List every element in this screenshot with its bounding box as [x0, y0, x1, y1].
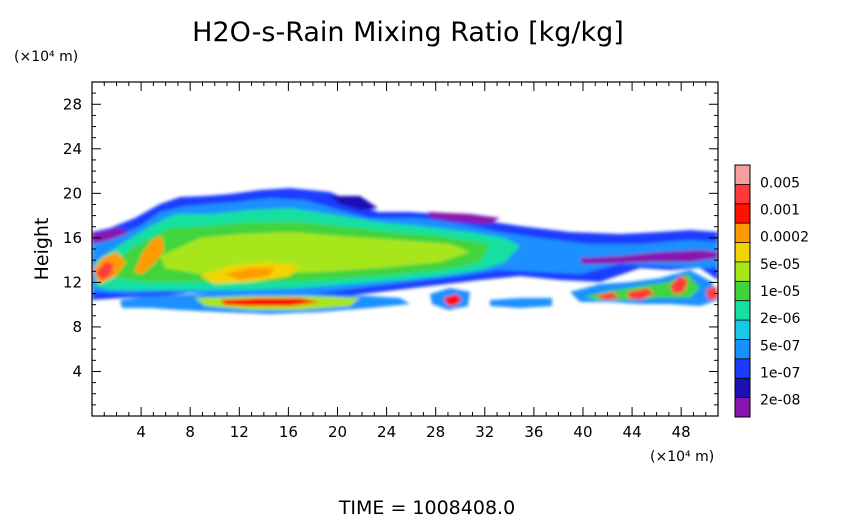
colorbar-label: 2e-06: [760, 311, 800, 327]
colorbar-label: 2e-08: [760, 393, 800, 409]
colorbar: 0.005 0.001 0.0002 5e-05 1e-05 2e-06 5e-07 1e-0…: [734, 164, 809, 418]
colorbar-swatch: [735, 223, 750, 244]
y-axis-unit: (×10⁴ m): [14, 49, 78, 65]
field-blob-red: [595, 292, 620, 300]
colorbar-label: 5e-05: [760, 257, 800, 273]
colorbar-swatch: [735, 397, 750, 418]
field-blob-red: [628, 288, 654, 300]
field-anvil-2e-08: [580, 250, 718, 264]
chart-title: H2O-s-Rain Mixing Ratio [kg/kg]: [192, 17, 624, 48]
time-footer: TIME = 1008408.0: [338, 497, 515, 519]
field-blob-red: [444, 294, 462, 306]
rain-mixing-ratio-field: [92, 188, 718, 314]
colorbar-swatch: [735, 203, 750, 224]
colorbar-label: 0.005: [760, 175, 800, 191]
x-tick-label: 4: [136, 423, 146, 441]
field-anvil-2e-08: [330, 196, 378, 210]
field-anvil-2e-08: [92, 228, 130, 244]
field-core-orange: [134, 236, 164, 274]
field-blob: [490, 298, 552, 308]
colorbar-swatch: [735, 184, 750, 205]
x-tick-label: 20: [328, 423, 347, 441]
y-tick-label: 4: [72, 362, 82, 380]
colorbar-swatch: [735, 320, 750, 340]
colorbar-label: 5e-07: [760, 338, 800, 354]
x-tick-label: 32: [475, 423, 494, 441]
y-tick-label: 16: [63, 229, 82, 247]
x-tick-label: 48: [672, 423, 691, 441]
x-tick-label: 28: [426, 423, 445, 441]
y-tick-label: 20: [63, 184, 82, 202]
x-tick-label: 36: [524, 423, 543, 441]
y-tick-label: 28: [63, 95, 82, 113]
colorbar-swatch: [735, 300, 750, 321]
y-tick-label: 8: [72, 318, 82, 336]
x-axis: 4 8 12 16 20 24 28 32 36 40 44 48: [103, 82, 719, 441]
colorbar-label: 0.0002: [760, 230, 809, 246]
x-tick-label: 12: [230, 423, 249, 441]
colorbar-swatch: [735, 261, 750, 282]
colorbar-swatch: [735, 242, 750, 263]
colorbar-label: 0.001: [760, 203, 800, 219]
field-blob-red: [670, 276, 688, 294]
y-tick-label: 24: [63, 140, 82, 158]
colorbar-swatch: [735, 281, 750, 302]
field-anvil-2e-08: [428, 212, 500, 224]
field-core-orange: [225, 268, 275, 280]
colorbar-label: 1e-05: [760, 284, 800, 300]
field-band-5e-05: [160, 232, 470, 274]
colorbar-swatch: [735, 165, 750, 185]
y-axis-label: Height: [31, 218, 53, 281]
field-core-red: [96, 262, 114, 280]
colorbar-swatch: [735, 339, 750, 360]
colorbar-swatch: [735, 378, 750, 399]
colorbar-swatch: [735, 358, 750, 379]
x-axis-unit: (×10⁴ m): [650, 449, 714, 465]
field-blob-red: [706, 286, 718, 300]
field-lower-band-red: [220, 298, 320, 306]
x-tick-label: 16: [279, 423, 298, 441]
colorbar-frame: [734, 164, 751, 418]
colorbar-label: 1e-07: [760, 365, 800, 381]
x-tick-label: 40: [573, 423, 592, 441]
x-tick-label: 24: [377, 423, 396, 441]
x-tick-label: 44: [623, 423, 642, 441]
x-tick-label: 8: [185, 423, 195, 441]
y-axis: 4 8 12 16 20 24 28: [63, 92, 718, 406]
y-tick-label: 12: [63, 273, 82, 291]
